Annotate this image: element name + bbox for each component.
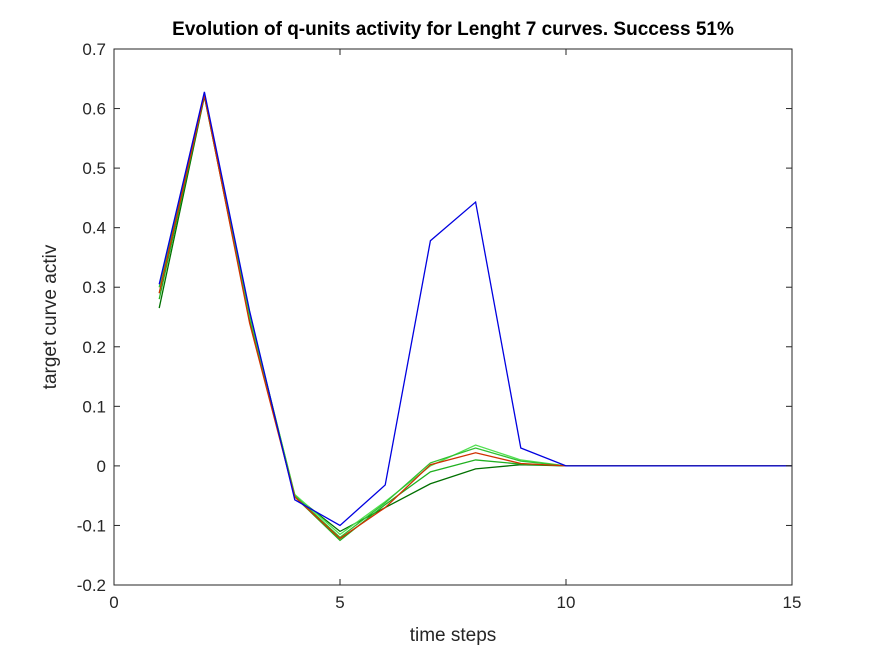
series-layer xyxy=(158,91,792,542)
series-line-6 xyxy=(158,91,792,527)
y-tick-label: 0 xyxy=(97,457,106,476)
x-tick-label: 10 xyxy=(557,593,576,612)
y-tick-label: 0.4 xyxy=(82,219,106,238)
x-tick-label: 5 xyxy=(335,593,344,612)
chart-title: Evolution of q-units activity for Lenght… xyxy=(172,19,734,40)
y-axis-label: target curve activ xyxy=(40,244,61,389)
plot-frame xyxy=(113,48,793,586)
y-tick-label: -0.1 xyxy=(77,516,106,535)
x-tick-label: 0 xyxy=(109,593,118,612)
y-tick-label: 0.3 xyxy=(82,278,106,297)
x-axis-label: time steps xyxy=(410,625,497,646)
y-tick-label: 0.5 xyxy=(82,159,106,178)
y-tick-label: 0.6 xyxy=(82,100,106,119)
y-tick-label: 0.1 xyxy=(82,397,106,416)
tick-layer: 0 5 10 15 -0.2 -0.1 0 0.1 0.2 0.3 0.4 0.5 0.6 0.7 xyxy=(77,40,802,612)
y-tick-label: 0.7 xyxy=(82,40,106,59)
y-tick-label: 0.2 xyxy=(82,338,106,357)
plot-area xyxy=(114,49,792,585)
x-tick-label: 15 xyxy=(783,593,802,612)
y-tick-label: -0.2 xyxy=(77,576,106,595)
